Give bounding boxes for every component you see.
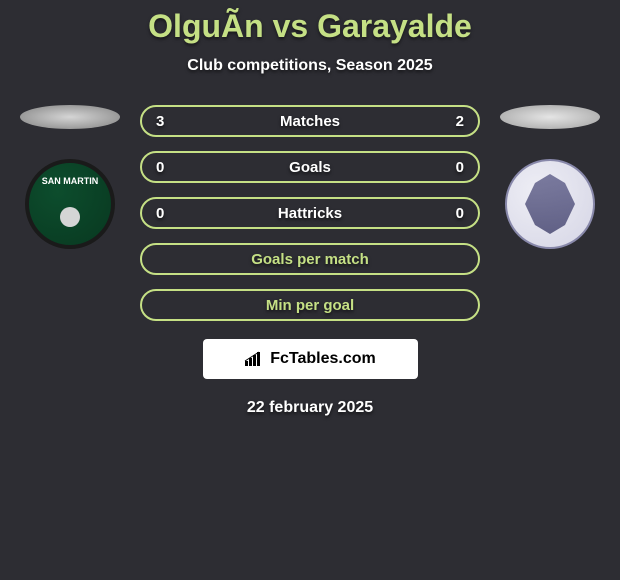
- brand-text: FcTables.com: [270, 350, 376, 368]
- right-club-col: [500, 105, 600, 249]
- stat-right-value: 2: [456, 113, 464, 130]
- left-club-badge: SAN MARTIN: [25, 159, 115, 249]
- stat-row-min-per-goal: Min per goal: [140, 289, 480, 321]
- stats-column: 3 Matches 2 0 Goals 0 0 Hattricks 0 Goal…: [140, 105, 480, 321]
- stat-row-matches: 3 Matches 2: [140, 105, 480, 137]
- stat-left-value: 3: [156, 113, 164, 130]
- comparison-area: SAN MARTIN 3 Matches 2 0 Goals 0 0 Hattr…: [0, 105, 620, 321]
- stat-label: Goals per match: [251, 251, 369, 268]
- stat-right-value: 0: [456, 159, 464, 176]
- brand-attribution: FcTables.com: [203, 339, 418, 379]
- stat-row-hattricks: 0 Hattricks 0: [140, 197, 480, 229]
- left-club-badge-text: SAN MARTIN: [42, 177, 99, 187]
- stat-right-value: 0: [456, 205, 464, 222]
- subtitle: Club competitions, Season 2025: [0, 57, 620, 75]
- left-player-ellipse: [20, 105, 120, 129]
- right-club-badge-crest: [525, 174, 575, 234]
- ball-icon: [60, 207, 80, 227]
- bar-chart-icon: [244, 351, 264, 367]
- stat-left-value: 0: [156, 159, 164, 176]
- left-club-col: SAN MARTIN: [20, 105, 120, 249]
- stat-label: Hattricks: [278, 205, 342, 222]
- stat-row-goals: 0 Goals 0: [140, 151, 480, 183]
- stat-label: Min per goal: [266, 297, 354, 314]
- stat-left-value: 0: [156, 205, 164, 222]
- right-club-badge: [505, 159, 595, 249]
- stat-label: Goals: [289, 159, 331, 176]
- right-player-ellipse: [500, 105, 600, 129]
- page-title: OlguÃ­n vs Garayalde: [0, 8, 620, 45]
- stat-row-goals-per-match: Goals per match: [140, 243, 480, 275]
- stat-label: Matches: [280, 113, 340, 130]
- date-label: 22 february 2025: [0, 399, 620, 417]
